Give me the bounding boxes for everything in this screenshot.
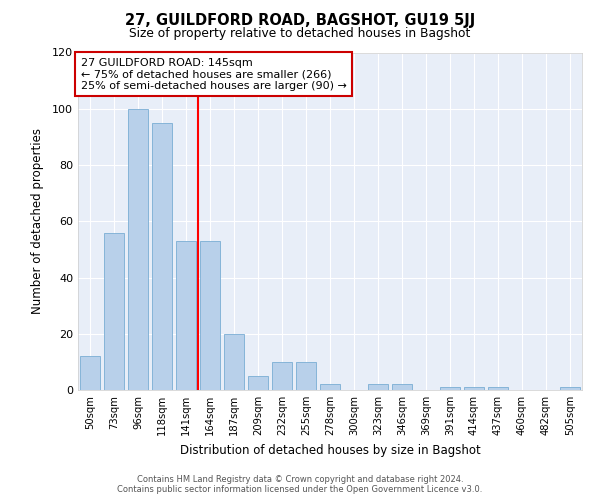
Bar [200, 241, 220, 390]
Bar [128, 109, 148, 390]
Bar [488, 387, 508, 390]
Bar [560, 387, 580, 390]
Bar [80, 356, 100, 390]
Text: Contains HM Land Registry data © Crown copyright and database right 2024.
Contai: Contains HM Land Registry data © Crown c… [118, 474, 482, 494]
Bar [320, 384, 340, 390]
X-axis label: Distribution of detached houses by size in Bagshot: Distribution of detached houses by size … [179, 444, 481, 456]
Text: 27, GUILDFORD ROAD, BAGSHOT, GU19 5JJ: 27, GUILDFORD ROAD, BAGSHOT, GU19 5JJ [125, 12, 475, 28]
Y-axis label: Number of detached properties: Number of detached properties [31, 128, 44, 314]
Bar [440, 387, 460, 390]
Text: 27 GUILDFORD ROAD: 145sqm
← 75% of detached houses are smaller (266)
25% of semi: 27 GUILDFORD ROAD: 145sqm ← 75% of detac… [80, 58, 346, 91]
Bar [392, 384, 412, 390]
Bar [248, 376, 268, 390]
Bar [296, 362, 316, 390]
Bar [176, 241, 196, 390]
Bar [368, 384, 388, 390]
Bar [224, 334, 244, 390]
Bar [104, 232, 124, 390]
Bar [464, 387, 484, 390]
Text: Size of property relative to detached houses in Bagshot: Size of property relative to detached ho… [130, 28, 470, 40]
Bar [152, 123, 172, 390]
Bar [272, 362, 292, 390]
